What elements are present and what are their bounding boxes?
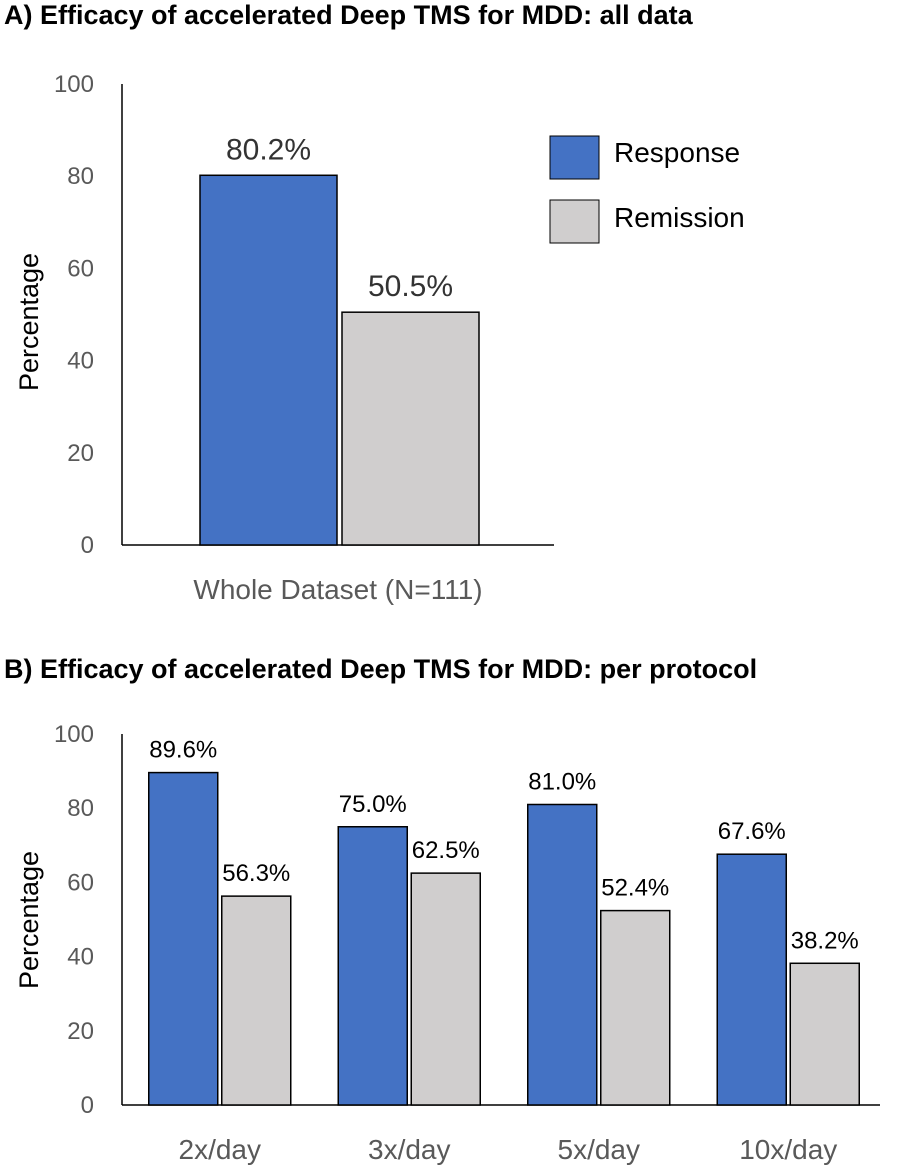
panel-a-data-labels: 80.2% 50.5%: [226, 133, 453, 303]
data-label-response: 67.6%: [718, 818, 786, 845]
legend-label-remission: Remission: [614, 202, 745, 233]
legend: Response Remission: [549, 135, 745, 244]
bar-remission: [410, 872, 481, 1106]
bar-response: [716, 853, 787, 1106]
panel-b-ylabel: Percentage: [14, 851, 44, 989]
data-label-remission: 56.3%: [222, 860, 290, 887]
data-label-remission: 38.2%: [791, 927, 859, 954]
panel-b-title: B) Efficacy of accelerated Deep TMS for …: [4, 654, 757, 684]
bar-remission: [341, 311, 480, 546]
y-tick-label: 60: [67, 255, 94, 282]
y-tick-label: 100: [54, 71, 94, 98]
panel-a-bars: [199, 174, 480, 546]
data-label-response: 75.0%: [339, 791, 407, 818]
panel-a-category-label: Whole Dataset (N=111): [193, 574, 482, 605]
bar-remission: [789, 962, 860, 1106]
bar-response: [527, 803, 598, 1106]
data-label-response: 81.0%: [528, 768, 596, 795]
data-label-remission: 50.5%: [368, 270, 453, 303]
data-label-response: 89.6%: [149, 737, 217, 764]
panel-b: B) Efficacy of accelerated Deep TMS for …: [4, 654, 880, 1165]
legend-swatch-response: [549, 135, 600, 180]
bar-response: [199, 174, 338, 546]
bar-remission: [600, 909, 671, 1106]
y-tick-label: 100: [54, 721, 94, 748]
panel-b-y-ticks: 0 20 40 60 80 100: [54, 721, 94, 1119]
panel-b-bars: [148, 771, 860, 1106]
y-tick-label: 20: [67, 440, 94, 467]
y-tick-label: 60: [67, 869, 94, 896]
panel-a-y-ticks: 0 20 40 60 80 100: [54, 71, 94, 559]
panel-a-title: A) Efficacy of accelerated Deep TMS for …: [4, 0, 694, 30]
panel-a-ylabel: Percentage: [14, 253, 44, 391]
y-tick-label: 80: [67, 795, 94, 822]
y-tick-label: 80: [67, 163, 94, 190]
y-tick-label: 40: [67, 944, 94, 971]
panel-a: A) Efficacy of accelerated Deep TMS for …: [4, 0, 745, 605]
bar-response: [148, 771, 219, 1106]
data-label-remission: 52.4%: [601, 875, 669, 902]
category-label: 10x/day: [739, 1134, 837, 1165]
panel-b-category-labels: 2x/day 3x/day 5x/day 10x/day: [179, 1134, 838, 1165]
legend-swatch-remission: [549, 199, 600, 244]
y-tick-label: 40: [67, 348, 94, 375]
y-tick-label: 0: [81, 1092, 94, 1119]
y-tick-label: 20: [67, 1018, 94, 1045]
panel-b-data-labels: 89.6% 56.3% 75.0%62.5% 81.0% 52.4% 67.6% 38.2%: [149, 737, 859, 955]
bar-response: [337, 826, 408, 1106]
bar-remission: [221, 895, 292, 1106]
legend-label-response: Response: [614, 137, 740, 168]
category-label: 5x/day: [558, 1134, 641, 1165]
data-label-response: 80.2%: [226, 133, 311, 166]
category-label: 3x/day: [368, 1134, 451, 1165]
category-label: 2x/day: [179, 1134, 262, 1165]
data-label-remission: 62.5%: [412, 837, 480, 864]
y-tick-label: 0: [81, 532, 94, 559]
